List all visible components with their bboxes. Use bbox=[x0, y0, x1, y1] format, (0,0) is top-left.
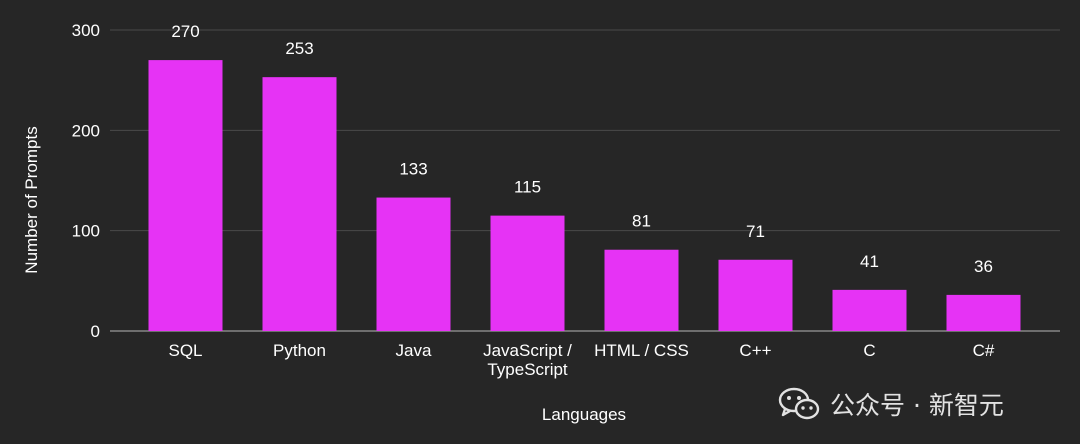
y-axis-ticks: 0 100 200 300 bbox=[72, 21, 100, 341]
y-tick-label: 200 bbox=[72, 121, 100, 140]
y-tick-label: 0 bbox=[91, 322, 100, 341]
bar bbox=[490, 215, 565, 331]
bar bbox=[376, 197, 451, 331]
watermark: 公众号 · 新智元 bbox=[778, 384, 1004, 424]
bar bbox=[946, 294, 1021, 331]
bar bbox=[148, 60, 223, 331]
data-label: 81 bbox=[632, 212, 651, 231]
bar bbox=[604, 249, 679, 331]
x-tick-label: C# bbox=[973, 341, 995, 360]
x-tick-label: SQL bbox=[168, 341, 202, 360]
wechat-icon bbox=[778, 387, 820, 420]
grid-lines bbox=[110, 29, 1060, 332]
data-label: 36 bbox=[974, 257, 993, 276]
x-tick-label: C bbox=[863, 341, 875, 360]
x-tick-label: Python bbox=[273, 341, 326, 360]
watermark-text: 公众号 · 新智元 bbox=[830, 391, 1004, 420]
x-axis-title: Languages bbox=[542, 405, 626, 424]
y-axis-title: Number of Prompts bbox=[22, 126, 41, 273]
data-label: 41 bbox=[860, 252, 879, 271]
data-label: 133 bbox=[399, 160, 427, 179]
x-tick-label: Java bbox=[396, 341, 432, 360]
data-label: 115 bbox=[514, 178, 541, 197]
bar bbox=[262, 77, 337, 331]
x-tick-label: JavaScript / TypeScript bbox=[483, 341, 572, 379]
bar bbox=[832, 289, 907, 331]
bars bbox=[148, 60, 1021, 331]
x-tick-label: C++ bbox=[739, 341, 771, 360]
data-labels: 270 253 133 115 81 71 41 36 bbox=[171, 22, 993, 276]
data-label: 71 bbox=[746, 222, 765, 241]
x-tick-label: HTML / CSS bbox=[594, 341, 689, 360]
data-label: 270 bbox=[171, 22, 199, 41]
bar bbox=[718, 259, 793, 331]
y-tick-label: 100 bbox=[72, 222, 100, 241]
data-label: 253 bbox=[285, 39, 313, 58]
x-axis-ticks: SQL Python Java JavaScript / TypeScript HTML … bbox=[168, 341, 994, 379]
y-tick-label: 300 bbox=[72, 21, 100, 40]
